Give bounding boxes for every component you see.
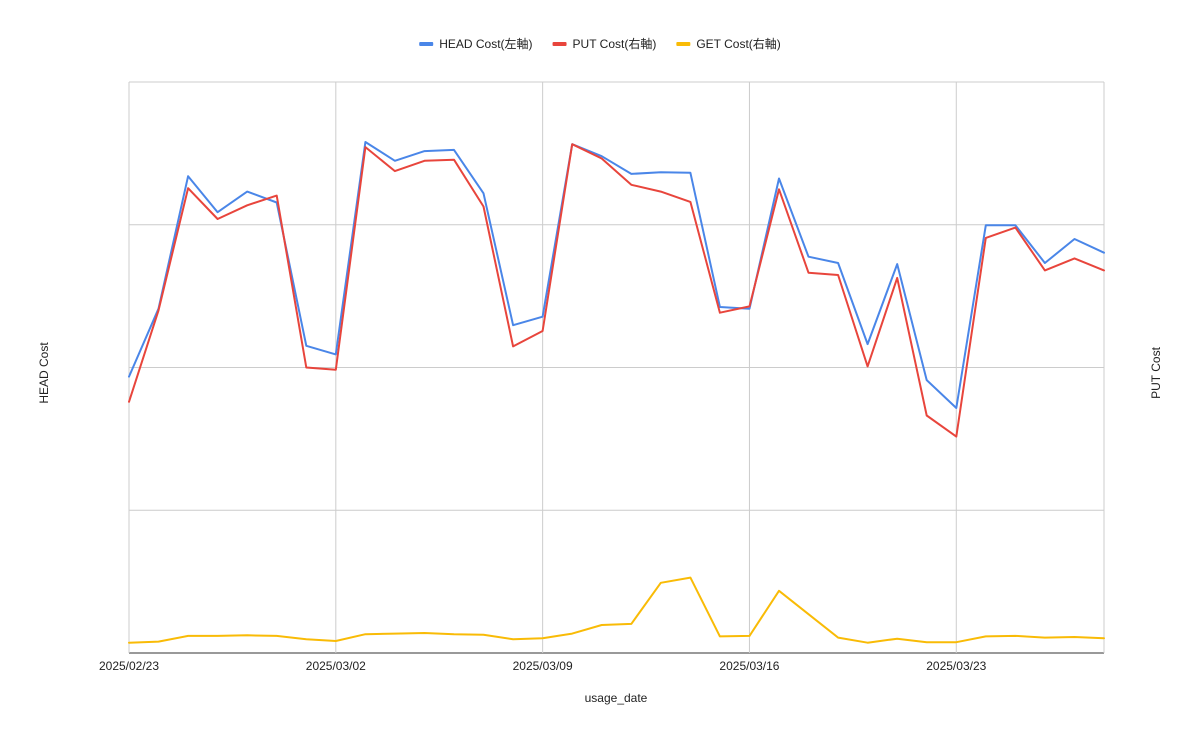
legend-swatch-1 bbox=[552, 42, 567, 46]
series-line-2 bbox=[128, 576, 1105, 644]
y-axis-title-right: PUT Cost bbox=[1149, 346, 1163, 398]
legend-swatch-0 bbox=[419, 42, 434, 46]
x-tick-label: 2025/02/23 bbox=[99, 659, 159, 673]
x-tick-label: 2025/03/16 bbox=[719, 659, 779, 673]
series-line-1 bbox=[128, 143, 1105, 438]
x-tick-label: 2025/03/02 bbox=[306, 659, 366, 673]
legend: HEAD Cost(左軸) PUT Cost(右軸) GET Cost(右軸) bbox=[419, 36, 781, 51]
x-tick-label: 2025/03/09 bbox=[513, 659, 573, 673]
x-axis-ticks: 2025/02/23 2025/03/02 2025/03/09 2025/03/16… bbox=[99, 659, 987, 673]
gridlines bbox=[128, 81, 1105, 654]
series-layer bbox=[128, 141, 1105, 644]
x-tick-label: 2025/03/23 bbox=[926, 659, 986, 673]
legend-label-1: PUT Cost(右軸) bbox=[573, 36, 657, 51]
legend-swatch-2 bbox=[676, 42, 691, 46]
legend-label-2: GET Cost(右軸) bbox=[696, 36, 780, 51]
series-line-0 bbox=[128, 141, 1105, 409]
y-axis-title-left: HEAD Cost bbox=[37, 342, 51, 404]
x-axis-title: usage_date bbox=[585, 691, 648, 705]
legend-label-0: HEAD Cost(左軸) bbox=[439, 36, 532, 51]
